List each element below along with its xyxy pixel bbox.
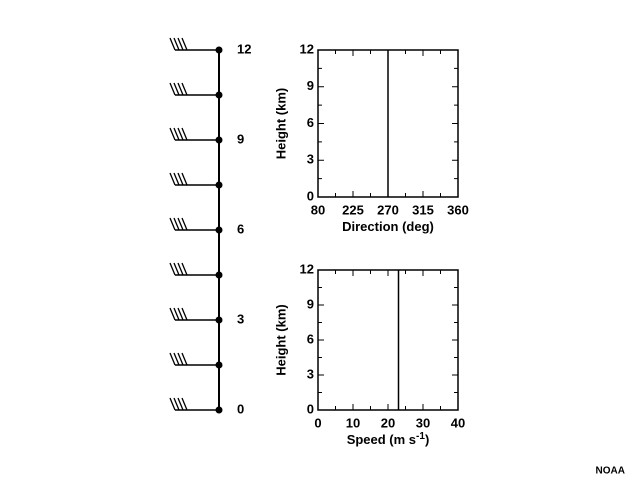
wind-barb <box>169 307 223 324</box>
x-axis-label-part: Speed (m s <box>347 432 416 447</box>
wind-barb <box>169 397 223 414</box>
barb-feather <box>181 352 188 366</box>
x-axis-label: Speed (m s-1) <box>347 431 430 448</box>
x-axis-label-part: -1 <box>416 431 425 442</box>
barb-feather <box>169 352 176 366</box>
barb-feather <box>177 127 184 141</box>
wind-barb <box>169 172 223 189</box>
barb-feather <box>177 307 184 321</box>
barb-feather <box>181 172 188 186</box>
y-tick-label: 0 <box>307 188 314 203</box>
x-axis-label-part: Direction (deg) <box>342 219 434 234</box>
barb-feather <box>173 307 180 321</box>
wind-barb <box>169 127 223 144</box>
x-tick-label: 30 <box>416 415 430 430</box>
barb-feather <box>177 37 184 51</box>
barb-feather <box>169 307 176 321</box>
level-dot <box>215 136 223 144</box>
y-axis-label: Height (km) <box>273 304 288 376</box>
barb-feather <box>169 262 176 276</box>
y-tick-label: 9 <box>307 78 314 93</box>
barb-feather <box>169 397 176 411</box>
barb-feather <box>173 352 180 366</box>
barb-feather <box>181 262 188 276</box>
barb-feather <box>177 82 184 96</box>
barb-feather <box>177 217 184 231</box>
x-tick-label: 225 <box>342 202 364 217</box>
barb-feather <box>169 217 176 231</box>
barb-feather <box>169 37 176 51</box>
barb-feather <box>169 172 176 186</box>
x-tick-label: 40 <box>451 415 465 430</box>
level-dot <box>215 271 223 279</box>
x-axis-label-part: ) <box>425 432 429 447</box>
x-tick-label: 0 <box>314 415 321 430</box>
height-label: 12 <box>237 41 251 56</box>
barb-feather <box>181 397 188 411</box>
barb-feather <box>177 262 184 276</box>
barb-feather <box>181 307 188 321</box>
level-dot <box>215 406 223 414</box>
barb-feather <box>173 37 180 51</box>
barb-feather <box>181 127 188 141</box>
x-tick-label: 270 <box>377 202 399 217</box>
wind-barb <box>169 82 223 99</box>
y-tick-label: 0 <box>307 401 314 416</box>
height-label: 3 <box>237 311 244 326</box>
wind-barb <box>169 217 223 234</box>
x-tick-label: 10 <box>346 415 360 430</box>
barb-feather <box>169 127 176 141</box>
level-dot <box>215 46 223 54</box>
y-tick-label: 12 <box>300 261 314 276</box>
barb-feather <box>173 82 180 96</box>
y-tick-label: 3 <box>307 152 314 167</box>
height-label: 6 <box>237 221 244 236</box>
barb-feather <box>177 352 184 366</box>
y-tick-label: 6 <box>307 115 314 130</box>
x-tick-label: 360 <box>447 202 469 217</box>
barb-feather <box>181 37 188 51</box>
y-axis-label: Height (km) <box>273 88 288 160</box>
y-tick-label: 9 <box>307 296 314 311</box>
barb-feather <box>173 127 180 141</box>
level-dot <box>215 181 223 189</box>
level-dot <box>215 361 223 369</box>
credit: NOAA <box>596 466 625 477</box>
height-label: 0 <box>237 401 244 416</box>
barb-feather <box>173 217 180 231</box>
wind-barb <box>169 37 223 54</box>
barb-feather <box>173 172 180 186</box>
x-axis-label: Direction (deg) <box>342 219 434 234</box>
barb-feather <box>173 397 180 411</box>
x-tick-label: 20 <box>381 415 395 430</box>
barb-feather <box>177 397 184 411</box>
barb-feather <box>177 172 184 186</box>
x-tick-label: 315 <box>412 202 434 217</box>
barb-feather <box>173 262 180 276</box>
plot-frame <box>317 269 459 411</box>
x-tick-label: 80 <box>311 202 325 217</box>
wind-barb <box>169 352 223 369</box>
barb-feather <box>181 217 188 231</box>
y-tick-label: 3 <box>307 366 314 381</box>
barb-feather <box>181 82 188 96</box>
y-tick-label: 12 <box>300 41 314 56</box>
level-dot <box>215 91 223 99</box>
height-label: 9 <box>237 131 244 146</box>
level-dot <box>215 316 223 324</box>
y-tick-label: 6 <box>307 331 314 346</box>
wind-barb <box>169 262 223 279</box>
level-dot <box>215 226 223 234</box>
barb-feather <box>169 82 176 96</box>
